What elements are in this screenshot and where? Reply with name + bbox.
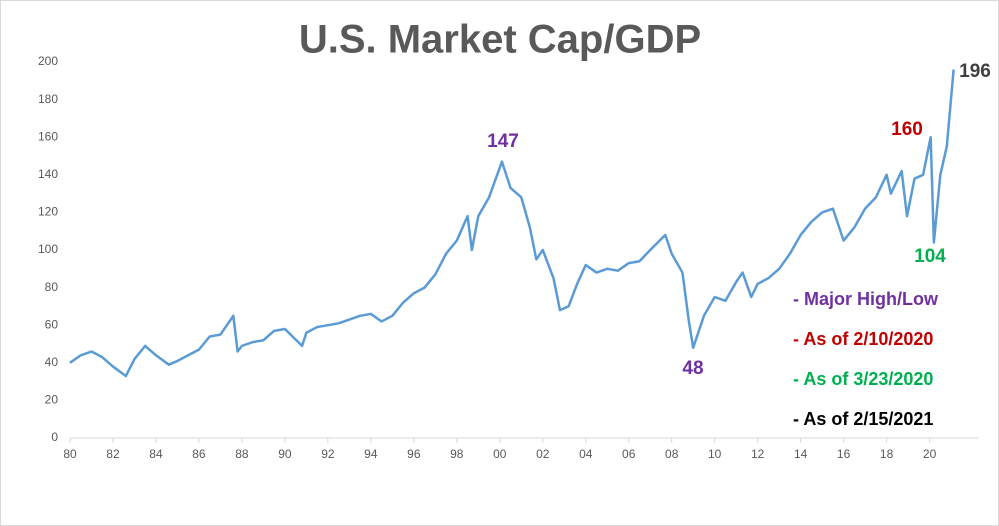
y-tick-label: 180: [38, 92, 58, 106]
y-tick-label: 40: [45, 355, 59, 369]
y-tick-label: 0: [51, 430, 58, 444]
y-tick-label: 120: [38, 205, 58, 219]
x-tick-label: 00: [493, 447, 507, 461]
line-series: [69, 69, 955, 378]
x-tick-label: 06: [622, 447, 636, 461]
x-tick-label: 92: [321, 447, 335, 461]
y-tick-label: 160: [38, 129, 58, 143]
annotation: 104: [914, 246, 946, 267]
annotation: 147: [487, 131, 519, 152]
x-tick-label: 02: [536, 447, 550, 461]
x-tick-label: 96: [407, 447, 421, 461]
x-tick-label: 10: [708, 447, 722, 461]
note: - As of 2/15/2021: [793, 409, 933, 429]
x-tick-label: 90: [278, 447, 292, 461]
annotation: 160: [891, 119, 923, 140]
note: - Major High/Low: [793, 289, 939, 309]
y-tick-label: 20: [45, 393, 59, 407]
x-tick-label: 16: [837, 447, 851, 461]
x-tick-label: 14: [794, 447, 808, 461]
x-tick-label: 80: [63, 447, 77, 461]
note: - As of 2/10/2020: [793, 329, 933, 349]
x-tick-label: 84: [149, 447, 163, 461]
y-tick-label: 80: [45, 280, 59, 294]
y-tick-label: 200: [38, 54, 58, 68]
annotation: 48: [682, 358, 703, 379]
y-tick-label: 60: [45, 317, 59, 331]
x-tick-label: 88: [235, 447, 249, 461]
x-tick-label: 08: [665, 447, 679, 461]
x-tick-label: 98: [450, 447, 464, 461]
y-tick-label: 100: [38, 242, 58, 256]
x-tick-label: 12: [751, 447, 765, 461]
x-tick-label: 20: [923, 447, 937, 461]
y-tick-label: 140: [38, 167, 58, 181]
annotation: 196: [959, 61, 991, 82]
x-tick-label: 04: [579, 447, 593, 461]
x-tick-label: 94: [364, 447, 378, 461]
chart-title: U.S. Market Cap/GDP: [299, 18, 701, 62]
note: - As of 3/23/2020: [793, 369, 933, 389]
x-tick-label: 86: [192, 447, 206, 461]
x-tick-label: 18: [880, 447, 894, 461]
x-tick-label: 82: [106, 447, 120, 461]
